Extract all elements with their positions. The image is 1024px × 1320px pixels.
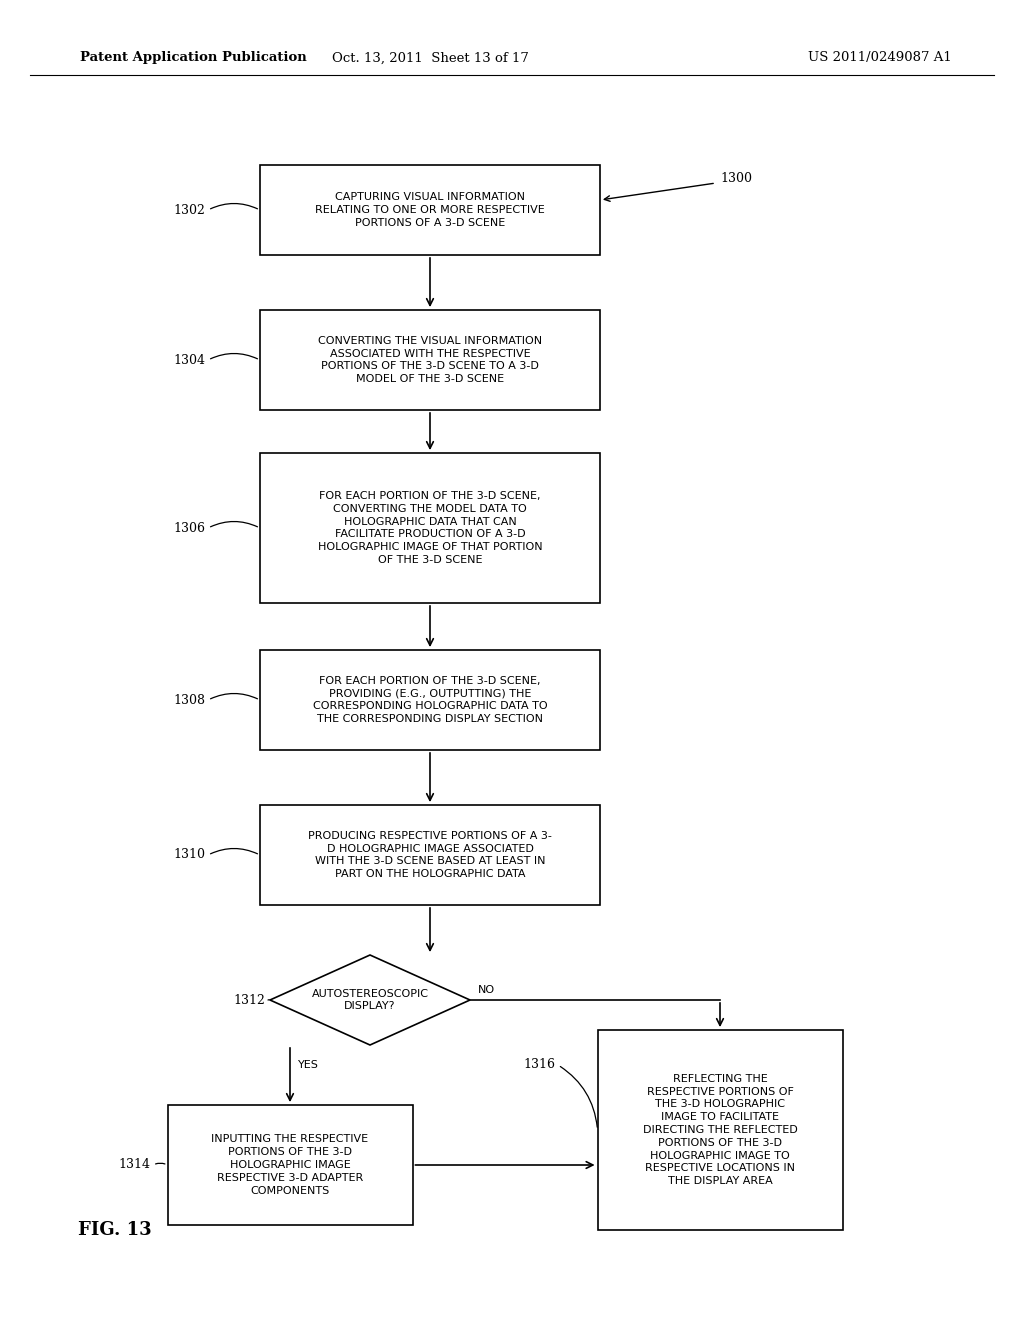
Text: 1306: 1306 xyxy=(173,521,205,535)
Text: YES: YES xyxy=(298,1060,318,1071)
Bar xyxy=(597,1030,843,1230)
Text: 1308: 1308 xyxy=(173,693,205,706)
Bar xyxy=(168,1105,413,1225)
Text: 1312: 1312 xyxy=(233,994,265,1006)
Text: 1314: 1314 xyxy=(118,1159,150,1172)
Polygon shape xyxy=(270,954,470,1045)
Text: 1304: 1304 xyxy=(173,354,205,367)
Text: 1316: 1316 xyxy=(523,1059,555,1072)
Text: INPUTTING THE RESPECTIVE
PORTIONS OF THE 3-D
HOLOGRAPHIC IMAGE
RESPECTIVE 3-D AD: INPUTTING THE RESPECTIVE PORTIONS OF THE… xyxy=(211,1134,369,1196)
Bar xyxy=(260,805,600,906)
Text: 1302: 1302 xyxy=(173,203,205,216)
Text: FOR EACH PORTION OF THE 3-D SCENE,
CONVERTING THE MODEL DATA TO
HOLOGRAPHIC DATA: FOR EACH PORTION OF THE 3-D SCENE, CONVE… xyxy=(317,491,543,565)
Text: FOR EACH PORTION OF THE 3-D SCENE,
PROVIDING (E.G., OUTPUTTING) THE
CORRESPONDIN: FOR EACH PORTION OF THE 3-D SCENE, PROVI… xyxy=(312,676,547,725)
Text: NO: NO xyxy=(478,985,496,995)
Text: FIG. 13: FIG. 13 xyxy=(78,1221,152,1239)
Text: Oct. 13, 2011  Sheet 13 of 17: Oct. 13, 2011 Sheet 13 of 17 xyxy=(332,51,528,65)
Text: AUTOSTEREOSCOPIC
DISPLAY?: AUTOSTEREOSCOPIC DISPLAY? xyxy=(311,989,428,1011)
Bar xyxy=(260,165,600,255)
Text: 1300: 1300 xyxy=(720,172,752,185)
Text: 1310: 1310 xyxy=(173,849,205,862)
Bar xyxy=(260,310,600,411)
Text: US 2011/0249087 A1: US 2011/0249087 A1 xyxy=(808,51,952,65)
Bar xyxy=(260,453,600,603)
Bar xyxy=(260,649,600,750)
Text: REFLECTING THE
RESPECTIVE PORTIONS OF
THE 3-D HOLOGRAPHIC
IMAGE TO FACILITATE
DI: REFLECTING THE RESPECTIVE PORTIONS OF TH… xyxy=(643,1073,798,1187)
Text: CONVERTING THE VISUAL INFORMATION
ASSOCIATED WITH THE RESPECTIVE
PORTIONS OF THE: CONVERTING THE VISUAL INFORMATION ASSOCI… xyxy=(317,335,542,384)
Text: Patent Application Publication: Patent Application Publication xyxy=(80,51,307,65)
Text: CAPTURING VISUAL INFORMATION
RELATING TO ONE OR MORE RESPECTIVE
PORTIONS OF A 3-: CAPTURING VISUAL INFORMATION RELATING TO… xyxy=(315,193,545,228)
Text: PRODUCING RESPECTIVE PORTIONS OF A 3-
D HOLOGRAPHIC IMAGE ASSOCIATED
WITH THE 3-: PRODUCING RESPECTIVE PORTIONS OF A 3- D … xyxy=(308,830,552,879)
